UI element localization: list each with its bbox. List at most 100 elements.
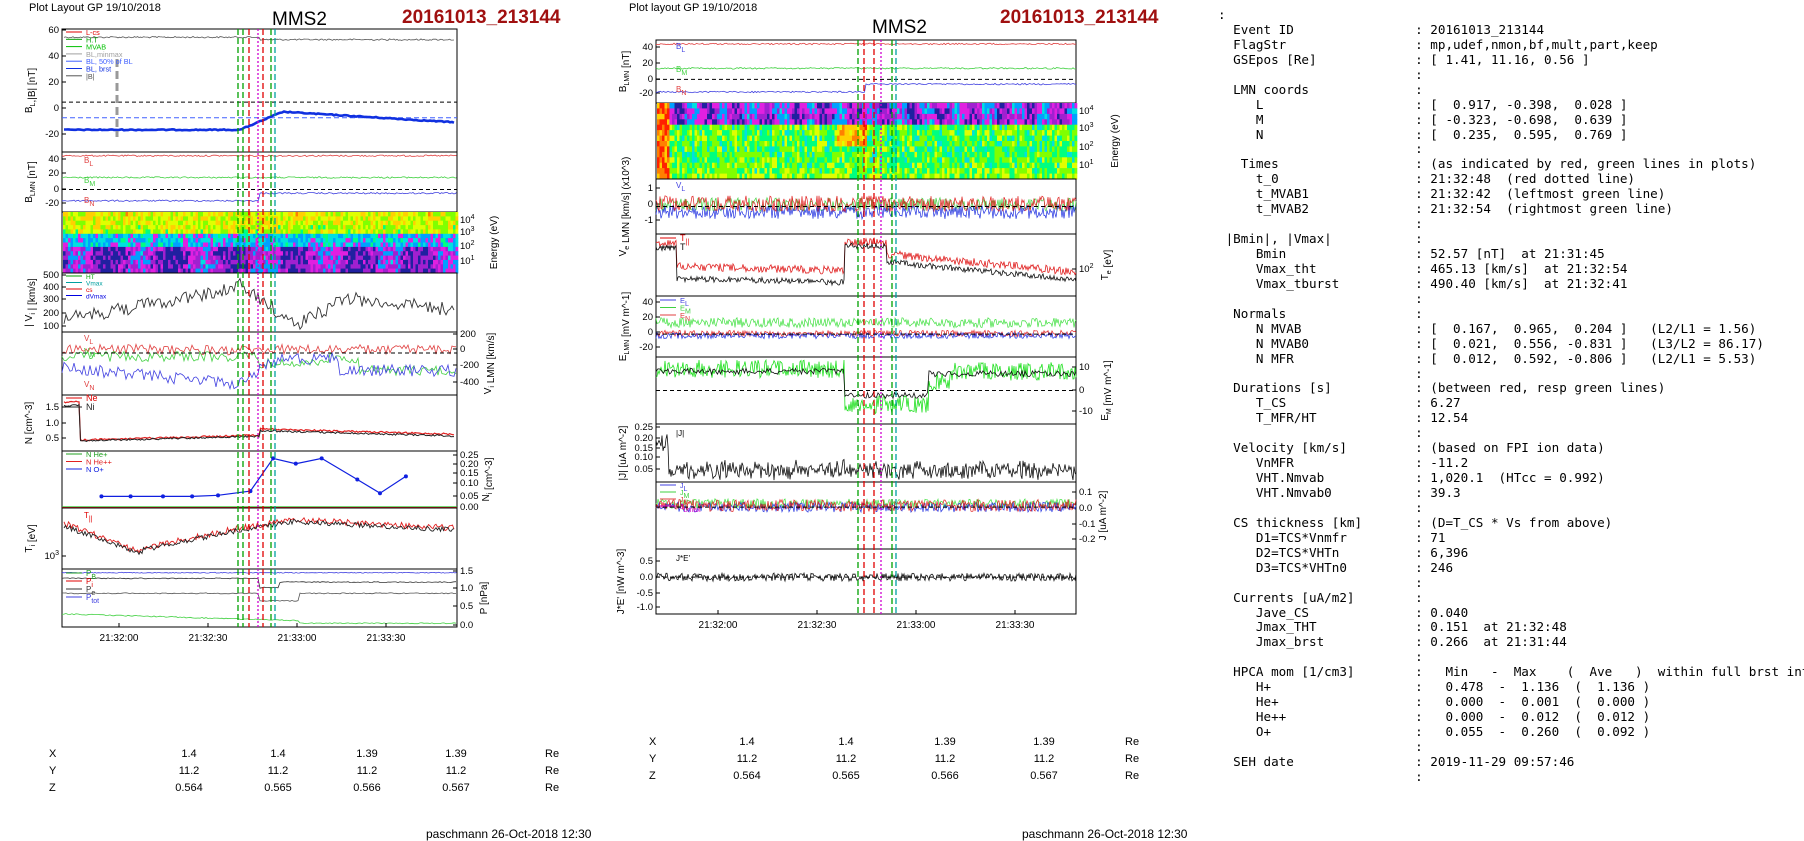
spectrogram-cell xyxy=(1072,113,1075,120)
spectrogram-cell xyxy=(1019,113,1023,120)
spectrogram-cell xyxy=(1074,168,1078,174)
spectrogram-cell xyxy=(245,225,249,230)
spectrogram-cell xyxy=(1034,162,1038,169)
spectrogram-cell xyxy=(829,146,833,153)
spectrogram-cell xyxy=(290,229,294,235)
spectrogram-cell xyxy=(250,268,254,274)
spectrogram-cell xyxy=(130,264,134,270)
x-tick-label: 21:32:30 xyxy=(189,633,228,644)
spectrogram-cell xyxy=(659,162,663,169)
spectrogram-cell xyxy=(839,108,843,115)
spectrogram-cell xyxy=(664,151,668,158)
spectrogram-cell xyxy=(380,264,384,270)
spectrogram-cell xyxy=(435,220,439,226)
spectrogram-cell xyxy=(852,113,855,120)
spectrogram-cell xyxy=(235,246,239,252)
spectrogram-cell xyxy=(173,233,176,239)
spectrogram-cell xyxy=(1012,168,1015,174)
spectrogram-cell xyxy=(115,259,119,265)
data-point xyxy=(293,461,298,466)
legend-entry: JN xyxy=(680,497,689,507)
spectrogram-cell xyxy=(1064,130,1068,136)
spectrogram-cell xyxy=(1034,135,1038,142)
spectrogram-cell xyxy=(667,168,670,174)
spectrogram-cell xyxy=(198,212,201,217)
spectrogram-cell xyxy=(984,124,988,131)
spectrogram-cell xyxy=(250,225,254,230)
spectrogram-cell xyxy=(120,233,124,239)
spectrogram-cell xyxy=(1057,162,1060,169)
spectrogram-cell xyxy=(163,268,166,274)
spectrogram-cell xyxy=(163,216,166,222)
spectrogram-cell xyxy=(889,146,893,153)
spectrogram-cell xyxy=(310,238,314,243)
spectrogram-cell xyxy=(847,119,850,126)
spectrogram-cell xyxy=(997,119,1000,126)
spectrogram-cell xyxy=(997,135,1000,142)
legend-entry: EM xyxy=(680,304,691,316)
spectrogram-cell xyxy=(213,242,216,248)
spectrogram-cell xyxy=(135,268,139,274)
series-V_L xyxy=(61,342,457,356)
spectrogram-cell xyxy=(749,157,753,164)
spectrogram-cell xyxy=(393,268,396,274)
spectrogram-cell xyxy=(937,173,940,180)
spectrogram-cell xyxy=(73,255,76,261)
spectrogram-cell xyxy=(153,233,156,239)
spectrogram-cell xyxy=(692,124,695,131)
spectrogram-cell xyxy=(722,103,725,109)
spectrogram-cell xyxy=(295,229,299,235)
spectrogram-cell xyxy=(884,130,888,136)
panel-frame xyxy=(655,233,1077,297)
spectrogram-cell xyxy=(278,255,281,261)
spectrogram-cell xyxy=(215,251,219,257)
spectrogram-cell xyxy=(148,268,151,274)
spectrogram-cell xyxy=(787,162,790,169)
spectrogram-cell xyxy=(335,220,339,226)
spectrogram-cell xyxy=(907,113,910,120)
spectrogram-cell xyxy=(744,162,748,169)
spectrogram-cell xyxy=(769,135,773,142)
spectrogram-cell xyxy=(917,146,920,153)
spectrogram-cell xyxy=(672,113,675,120)
spectrogram-cell xyxy=(120,242,124,248)
spectrogram-cell xyxy=(659,173,663,180)
legend-entry: |J| xyxy=(676,429,684,438)
spectrogram-cell xyxy=(313,233,316,239)
spectrogram-cell xyxy=(837,124,840,131)
spectrogram-cell xyxy=(378,220,381,226)
spectrogram-cell xyxy=(957,108,960,115)
spectrogram-cell xyxy=(193,229,196,235)
spectrogram-cell xyxy=(869,168,873,174)
spectrogram-cell xyxy=(258,264,261,270)
spectrogram-cell xyxy=(832,119,835,126)
spectrogram-cell xyxy=(982,162,985,169)
spectrogram-cell xyxy=(350,229,354,235)
spectrogram-cell xyxy=(405,268,409,274)
spectrogram-cell xyxy=(777,108,780,115)
spectrogram-cell xyxy=(265,246,269,252)
spectrogram-cell xyxy=(844,124,848,131)
spectrogram-cell xyxy=(155,233,159,239)
spectrogram-cell xyxy=(839,119,843,126)
spectrogram-cell xyxy=(253,229,256,235)
spectrogram-cell xyxy=(864,124,868,131)
spectrogram-cell xyxy=(779,103,783,109)
spectrogram-cell xyxy=(922,113,925,120)
spectrogram-cell xyxy=(135,255,139,261)
spectrogram-cell xyxy=(904,113,908,120)
spectrogram-cell xyxy=(280,216,284,222)
y-tick-label: 0 xyxy=(648,327,653,338)
spectrogram-cell xyxy=(263,225,266,230)
info-line: M : [ -0.323, -0.698, 0.639 ] xyxy=(1218,111,1628,127)
spectrogram-cell xyxy=(270,216,274,222)
spectrogram-cell xyxy=(897,151,900,158)
spectrogram-cell xyxy=(794,146,798,153)
spectrogram-cell xyxy=(1027,135,1030,142)
spectrogram-cell xyxy=(1032,124,1035,131)
spectrogram-cell xyxy=(852,108,855,115)
spectrogram-cell xyxy=(972,141,975,147)
spectrogram-cell xyxy=(847,108,850,115)
spectrogram-cell xyxy=(887,103,890,109)
spectrogram-cell xyxy=(398,229,401,235)
